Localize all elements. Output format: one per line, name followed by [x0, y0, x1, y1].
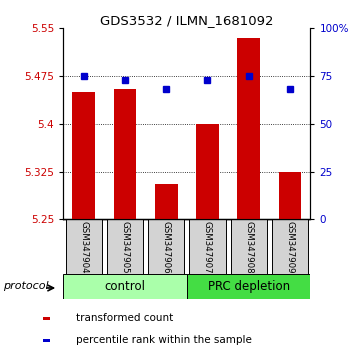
- Bar: [155, 184, 178, 219]
- Bar: [272, 219, 308, 274]
- Text: control: control: [104, 280, 145, 293]
- Bar: [66, 219, 102, 274]
- Bar: [107, 219, 143, 274]
- Bar: [63, 274, 187, 299]
- Text: GSM347904: GSM347904: [79, 221, 88, 273]
- Text: percentile rank within the sample: percentile rank within the sample: [76, 335, 252, 345]
- Bar: [279, 172, 301, 219]
- Text: protocol: protocol: [3, 280, 49, 291]
- Text: GSM347909: GSM347909: [285, 221, 294, 273]
- Bar: [73, 92, 95, 219]
- Text: transformed count: transformed count: [76, 313, 173, 323]
- Text: PRC depletion: PRC depletion: [208, 280, 290, 293]
- Bar: [148, 219, 184, 274]
- Bar: [187, 274, 310, 299]
- Text: GSM347907: GSM347907: [203, 221, 212, 273]
- Bar: [189, 219, 226, 274]
- Bar: [43, 339, 50, 342]
- Bar: [196, 124, 219, 219]
- Bar: [237, 38, 260, 219]
- Bar: [43, 317, 50, 320]
- Bar: [231, 219, 267, 274]
- Title: GDS3532 / ILMN_1681092: GDS3532 / ILMN_1681092: [100, 14, 274, 27]
- Text: GSM347905: GSM347905: [121, 221, 130, 273]
- Text: GSM347908: GSM347908: [244, 221, 253, 273]
- Text: GSM347906: GSM347906: [162, 221, 171, 273]
- Bar: [114, 89, 136, 219]
